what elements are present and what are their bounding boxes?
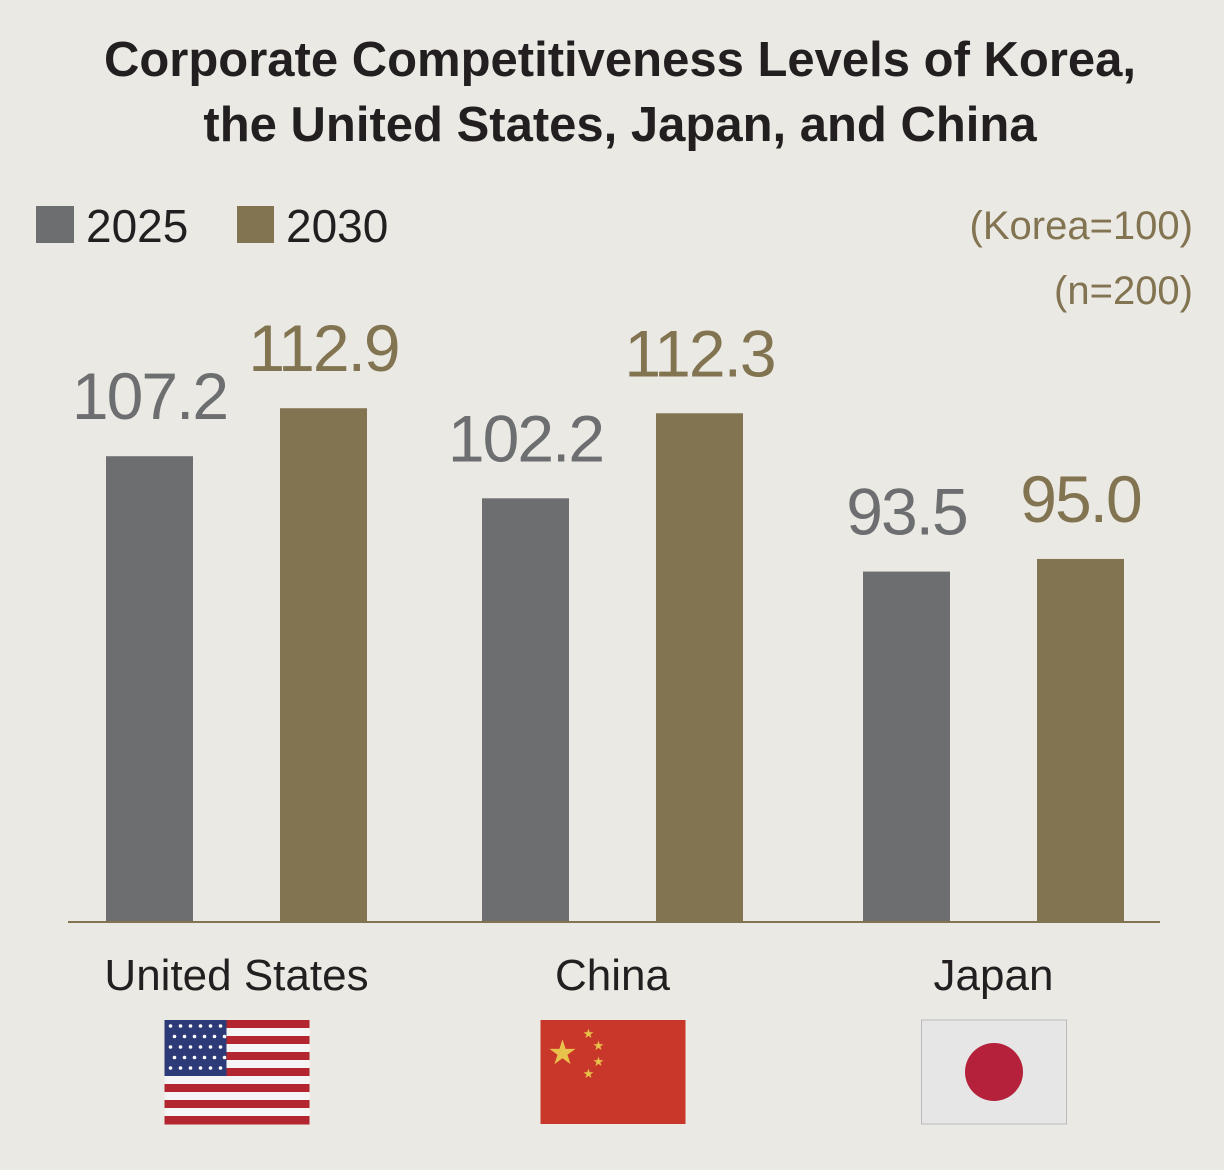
chart-title-line-2: the United States, Japan, and China [203,98,1037,152]
legend-swatch-2025 [36,206,74,243]
bar-united-states-2025 [106,456,193,921]
svg-text:★: ★ [547,1034,577,1072]
bars-group: 107.2 112.9 102.2 112.3 93.5 95.0 [72,311,1143,921]
value-label-japan-2025: 93.5 [846,475,966,549]
legend-label-2030: 2030 [286,200,388,252]
categories-group: United States China★★★★★Japan [104,951,1067,1125]
bar-japan-2030 [1037,558,1124,921]
svg-text:★: ★ [593,1038,605,1053]
legend-label-2025: 2025 [86,200,188,252]
bar-united-states-2030 [280,408,367,921]
category-label-united-states: United States [104,951,368,1000]
bar-china-2025 [482,498,569,921]
legend-swatch-2030 [237,206,274,243]
japan-flag-icon [921,1019,1067,1125]
note-korea-index: (Korea=100) [970,204,1193,248]
bar-china-2030 [656,413,743,921]
note-sample-size: (n=200) [1054,269,1193,313]
value-label-china-2025: 102.2 [448,401,603,475]
us-flag-icon [164,1020,310,1125]
category-label-japan: Japan [934,951,1054,1000]
value-label-japan-2030: 95.0 [1020,462,1141,536]
value-label-united-states-2025: 107.2 [72,359,227,433]
value-label-china-2030: 112.3 [624,316,774,390]
china-flag-icon: ★★★★★ [540,1020,686,1124]
bar-japan-2025 [863,571,950,921]
category-label-china: China [555,951,670,1000]
svg-text:★: ★ [583,1066,595,1081]
value-label-united-states-2030: 112.9 [248,311,398,385]
svg-text:★: ★ [583,1026,595,1041]
svg-text:★: ★ [593,1054,605,1069]
chart-title-line-1: Corporate Competitiveness Levels of Kore… [104,33,1136,87]
